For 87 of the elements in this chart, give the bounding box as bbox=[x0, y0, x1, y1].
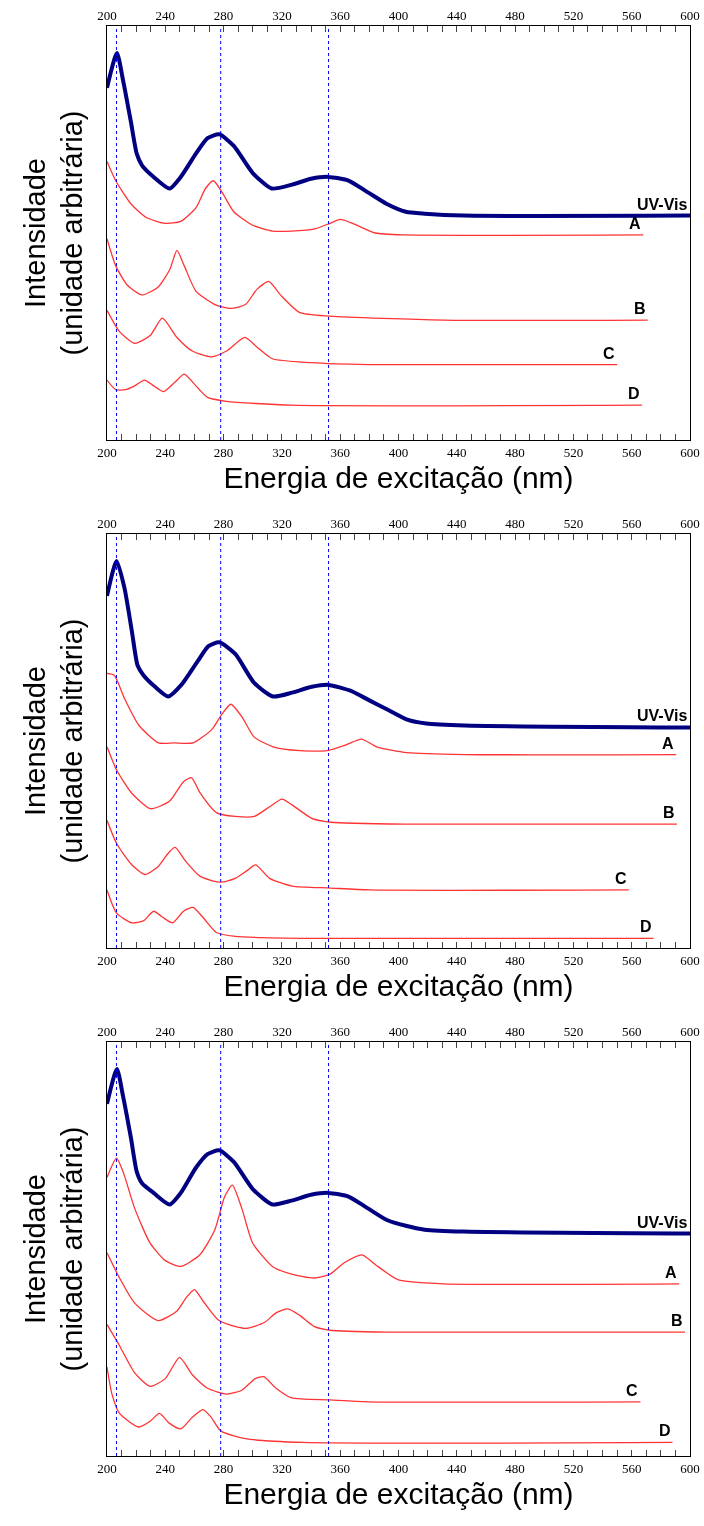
x-tick-label: 240 bbox=[155, 952, 176, 968]
x2-tick-label: 520 bbox=[563, 7, 584, 23]
x2-tick-label: 200 bbox=[97, 515, 117, 531]
x2-tick-label: 280 bbox=[213, 515, 234, 531]
x-tick-label: 200 bbox=[97, 952, 117, 968]
x-tick-label: 280 bbox=[213, 444, 234, 460]
x-tick-label: 280 bbox=[213, 952, 234, 968]
x-tick-label: 200 bbox=[97, 444, 117, 460]
series-label: D bbox=[640, 918, 652, 935]
x2-tick-label: 240 bbox=[155, 515, 176, 531]
x-tick-label: 360 bbox=[330, 1460, 350, 1476]
x-tick-label: 280 bbox=[213, 1460, 234, 1476]
x-tick-label: 520 bbox=[563, 952, 584, 968]
y-axis-title: Intensidade (unidade arbitrária) bbox=[18, 1126, 89, 1372]
series-label: A bbox=[629, 215, 641, 232]
x2-tick-label: 560 bbox=[621, 515, 642, 531]
x-tick-label: 520 bbox=[563, 1460, 584, 1476]
x-tick-label: 240 bbox=[155, 1460, 176, 1476]
x-axis-title: Energia de excitação (nm) bbox=[223, 1477, 574, 1511]
x-tick-label: 560 bbox=[621, 952, 642, 968]
x-tick-label: 560 bbox=[621, 1460, 642, 1476]
series-label: UV-Vis bbox=[637, 1214, 688, 1231]
x2-tick-label: 480 bbox=[505, 515, 525, 531]
x2-tick-label: 360 bbox=[330, 1023, 350, 1039]
x-tick-label: 360 bbox=[330, 952, 350, 968]
x-tick-label: 320 bbox=[272, 952, 292, 968]
x-axis-title: Energia de excitação (nm) bbox=[223, 461, 574, 495]
x-tick-label: 600 bbox=[680, 1460, 700, 1476]
x-tick-label: 480 bbox=[505, 952, 525, 968]
x2-tick-label: 240 bbox=[155, 7, 176, 23]
x-axis-title: Energia de excitação (nm) bbox=[223, 969, 574, 1003]
series-label: C bbox=[615, 870, 627, 887]
x2-tick-label: 600 bbox=[680, 1023, 700, 1039]
series-label: B bbox=[663, 804, 675, 821]
y-axis-title: Intensidade (unidade arbitrária) bbox=[18, 110, 89, 356]
x2-tick-label: 440 bbox=[447, 1023, 467, 1039]
x-tick-label: 480 bbox=[505, 444, 525, 460]
x2-tick-label: 320 bbox=[272, 1023, 292, 1039]
series-label: B bbox=[671, 1312, 683, 1329]
x-tick-label: 520 bbox=[563, 444, 584, 460]
series-label: A bbox=[662, 735, 674, 752]
x2-tick-label: 440 bbox=[447, 515, 467, 531]
series-label: C bbox=[603, 345, 615, 362]
series-label: A bbox=[665, 1264, 677, 1281]
x2-tick-label: 600 bbox=[680, 515, 700, 531]
x2-tick-label: 320 bbox=[272, 7, 292, 23]
x2-tick-label: 200 bbox=[97, 1023, 117, 1039]
x-tick-label: 440 bbox=[447, 952, 467, 968]
x-tick-label: 440 bbox=[447, 444, 467, 460]
x2-tick-label: 480 bbox=[505, 1023, 525, 1039]
series-label: UV-Vis bbox=[637, 707, 688, 724]
series-label: C bbox=[626, 1382, 638, 1399]
x2-tick-label: 560 bbox=[621, 1023, 642, 1039]
x-tick-label: 600 bbox=[680, 952, 700, 968]
x2-tick-label: 520 bbox=[563, 1023, 584, 1039]
x2-tick-label: 520 bbox=[563, 515, 584, 531]
x2-tick-label: 240 bbox=[155, 1023, 176, 1039]
x-tick-label: 320 bbox=[272, 1460, 292, 1476]
x2-tick-label: 440 bbox=[447, 7, 467, 23]
x2-tick-label: 280 bbox=[213, 1023, 234, 1039]
x-tick-label: 400 bbox=[388, 444, 409, 460]
x2-tick-label: 600 bbox=[680, 7, 700, 23]
x2-tick-label: 320 bbox=[272, 515, 292, 531]
x2-tick-label: 560 bbox=[621, 7, 642, 23]
x-tick-label: 400 bbox=[388, 1460, 409, 1476]
x-tick-label: 560 bbox=[621, 444, 642, 460]
x2-tick-label: 400 bbox=[388, 1023, 409, 1039]
series-label: B bbox=[634, 300, 646, 317]
x2-tick-label: 400 bbox=[388, 515, 409, 531]
x2-tick-label: 200 bbox=[97, 7, 117, 23]
x2-tick-label: 280 bbox=[213, 7, 234, 23]
x-tick-label: 200 bbox=[97, 1460, 117, 1476]
x2-tick-label: 360 bbox=[330, 515, 350, 531]
x-tick-label: 240 bbox=[155, 444, 176, 460]
y-axis-title: Intensidade (unidade arbitrária) bbox=[18, 618, 89, 864]
x2-tick-label: 400 bbox=[388, 7, 409, 23]
series-label: D bbox=[659, 1422, 671, 1439]
x-tick-label: 400 bbox=[388, 952, 409, 968]
series-label: UV-Vis bbox=[637, 196, 688, 213]
x-tick-label: 480 bbox=[505, 1460, 525, 1476]
x2-tick-label: 360 bbox=[330, 7, 350, 23]
series-label: D bbox=[628, 385, 640, 402]
x-tick-label: 360 bbox=[330, 444, 350, 460]
x2-tick-label: 480 bbox=[505, 7, 525, 23]
x-tick-label: 440 bbox=[447, 1460, 467, 1476]
x-tick-label: 320 bbox=[272, 444, 292, 460]
x-tick-label: 600 bbox=[680, 444, 700, 460]
